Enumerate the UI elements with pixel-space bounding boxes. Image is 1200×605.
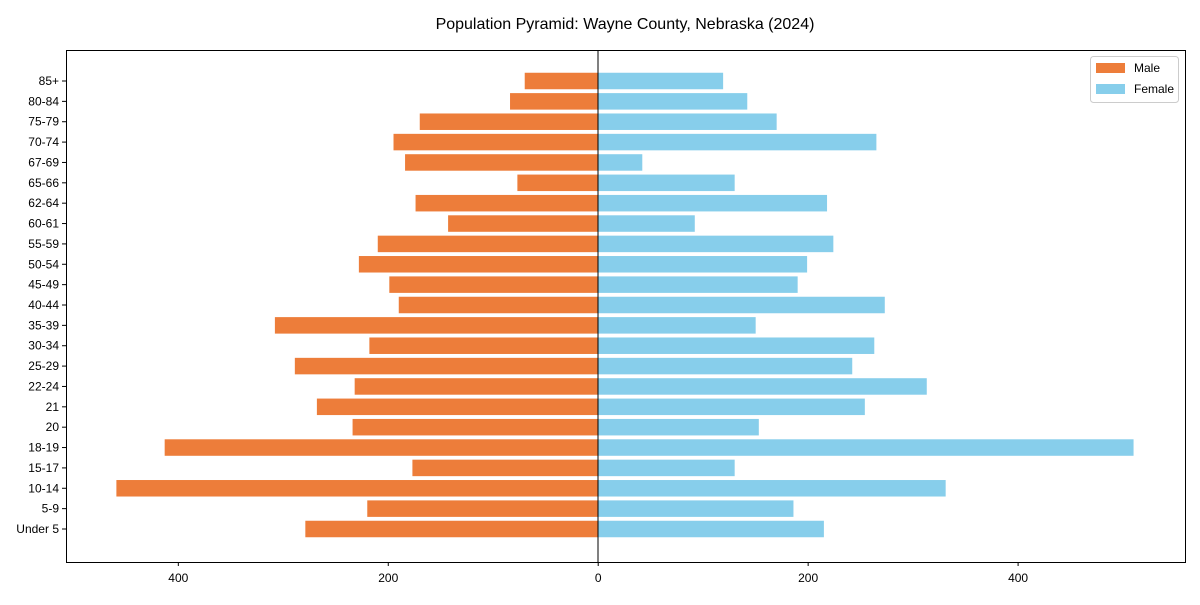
- bar-female-70-74: [598, 133, 877, 151]
- ytick-label: 75-79: [28, 115, 59, 129]
- bar-female-50-54: [598, 256, 808, 273]
- legend-label-male: Male: [1134, 61, 1160, 75]
- ytick-label: 65-66: [28, 176, 59, 190]
- bar-female-60-61: [598, 215, 695, 232]
- bar-female-85+: [598, 72, 724, 90]
- bar-female-80-84: [598, 93, 748, 110]
- bar-female-30-34: [598, 337, 875, 354]
- ytick-label: 35-39: [28, 318, 59, 332]
- bar-female-Under 5: [598, 520, 824, 538]
- bar-male-85+: [524, 72, 599, 90]
- bar-female-15-17: [598, 459, 735, 477]
- bar-female-65-66: [598, 174, 735, 192]
- ytick-label: 50-54: [28, 257, 59, 271]
- bar-female-55-59: [598, 235, 834, 253]
- bar-female-35-39: [598, 317, 756, 334]
- bar-male-40-44: [398, 296, 599, 314]
- ytick-label: 5-9: [42, 502, 60, 516]
- ytick-label: 40-44: [28, 298, 59, 312]
- ytick-label: 60-61: [28, 217, 59, 231]
- ytick-label: 22-24: [28, 379, 59, 393]
- bar-male-20: [352, 418, 599, 436]
- ytick-label: 67-69: [28, 155, 59, 169]
- bar-female-20: [598, 418, 759, 436]
- xtick-label: 400: [168, 571, 188, 585]
- xtick-label: 200: [378, 571, 398, 585]
- ytick-label: 85+: [39, 74, 59, 88]
- ytick-label: 20: [46, 420, 60, 434]
- bar-female-25-29: [598, 357, 853, 375]
- ytick-label: 25-29: [28, 359, 59, 373]
- bar-male-Under 5: [305, 520, 599, 538]
- ytick-label: 30-34: [28, 339, 59, 353]
- bar-female-40-44: [598, 296, 885, 314]
- bar-female-10-14: [598, 480, 946, 497]
- bar-male-60-61: [448, 215, 599, 232]
- bar-female-45-49: [598, 276, 798, 293]
- bar-male-21: [316, 398, 599, 416]
- legend: Male Female: [1090, 56, 1179, 103]
- xtick-label: 200: [798, 571, 818, 585]
- bar-male-5-9: [367, 500, 599, 517]
- bar-male-62-64: [415, 194, 599, 212]
- ytick-label: 45-49: [28, 278, 59, 292]
- bar-female-22-24: [598, 378, 927, 395]
- bar-female-18-19: [598, 439, 1134, 456]
- legend-label-female: Female: [1134, 82, 1174, 96]
- bar-female-62-64: [598, 194, 828, 212]
- bar-male-67-69: [405, 154, 599, 171]
- bar-female-5-9: [598, 500, 794, 517]
- ytick-label: 15-17: [28, 461, 59, 475]
- bar-female-67-69: [598, 154, 643, 171]
- ytick-label: 10-14: [28, 481, 59, 495]
- bar-male-45-49: [389, 276, 599, 293]
- ytick-label: 21: [46, 400, 60, 414]
- bar-male-18-19: [164, 439, 599, 456]
- bar-male-10-14: [116, 480, 599, 497]
- bar-male-50-54: [358, 256, 599, 273]
- ytick-label: 80-84: [28, 94, 59, 108]
- bar-male-65-66: [517, 174, 599, 192]
- ytick-label: 55-59: [28, 237, 59, 251]
- bar-male-55-59: [377, 235, 599, 253]
- ytick-label: 62-64: [28, 196, 59, 210]
- bar-male-75-79: [419, 113, 599, 130]
- plot-frame: [66, 50, 1186, 563]
- legend-swatch-female: [1096, 84, 1125, 94]
- bar-male-22-24: [354, 378, 599, 395]
- bar-male-30-34: [369, 337, 599, 354]
- ytick-label: 70-74: [28, 135, 59, 149]
- bar-male-70-74: [393, 133, 599, 151]
- bar-female-75-79: [598, 113, 777, 130]
- ytick-label: Under 5: [16, 522, 59, 536]
- xtick-label: 0: [595, 571, 602, 585]
- ytick-label: 18-19: [28, 441, 59, 455]
- bar-male-35-39: [274, 317, 599, 334]
- chart-title: Population Pyramid: Wayne County, Nebras…: [436, 16, 815, 33]
- bar-male-15-17: [412, 459, 599, 477]
- legend-swatch-male: [1096, 63, 1125, 73]
- bar-male-25-29: [294, 357, 599, 375]
- xtick-label: 400: [1008, 571, 1028, 585]
- bar-male-80-84: [510, 93, 599, 110]
- bar-female-21: [598, 398, 865, 416]
